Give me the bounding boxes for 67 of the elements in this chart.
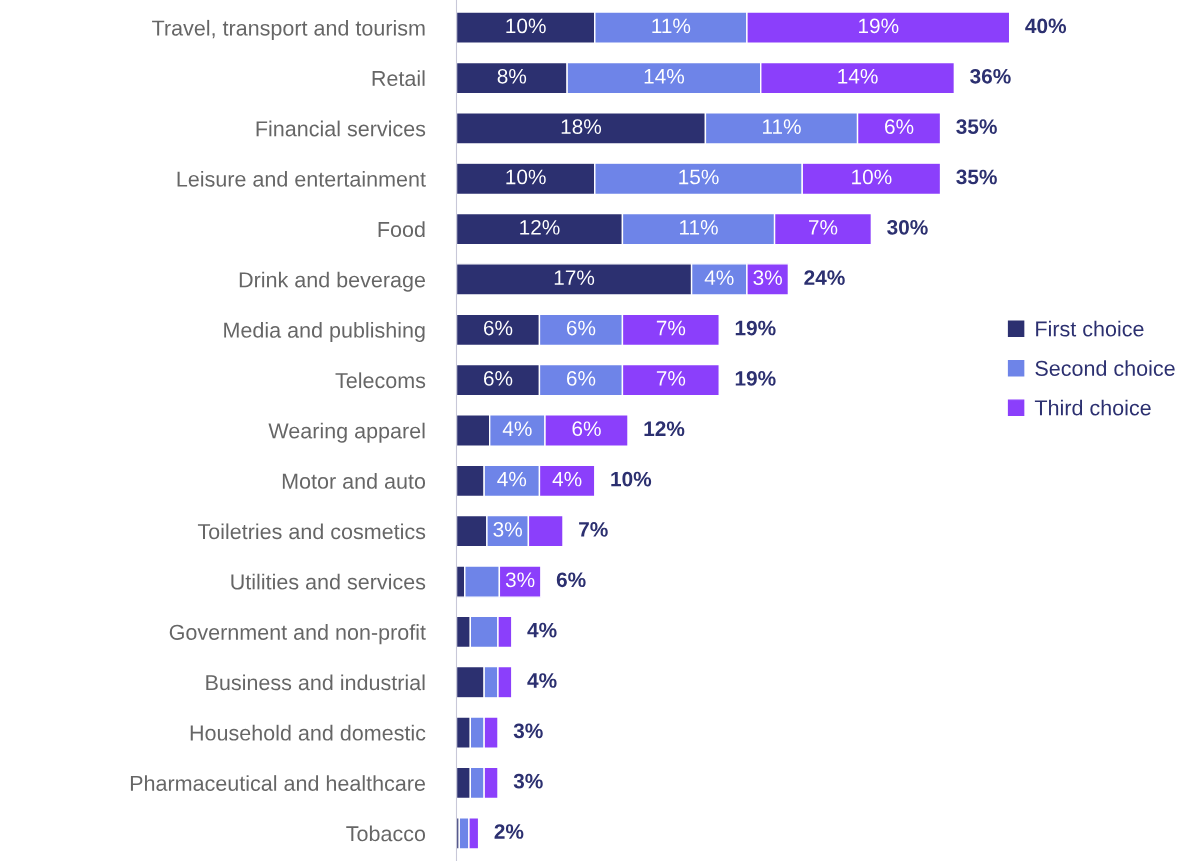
data-label: 4% <box>704 270 734 285</box>
total-label: 4% <box>527 673 557 688</box>
data-label: 10% <box>852 169 892 185</box>
total-label: 3% <box>513 723 543 739</box>
legend-label: First choice <box>1036 320 1144 337</box>
data-label: 17% <box>554 270 595 285</box>
total-label: 2% <box>494 824 524 839</box>
y-tick-label: Toiletries and cosmetics <box>197 523 426 540</box>
y-tick-label: Retail <box>372 70 425 87</box>
data-label: 7% <box>808 220 838 235</box>
y-tick-label: Drink and beverage <box>239 271 425 292</box>
legend-label: Second choice <box>1035 360 1175 377</box>
y-tick-label: Household and domestic <box>190 724 426 741</box>
y-tick-label: Government and non-profit <box>169 624 426 645</box>
y-tick-label: Pharmaceutical and healthcare <box>130 775 425 791</box>
total-label: 10% <box>611 471 652 487</box>
total-label: 35% <box>956 119 997 135</box>
data-label: 10% <box>506 169 546 185</box>
data-label: 14% <box>644 68 685 84</box>
total-label: 3% <box>513 773 543 789</box>
data-label: 7% <box>656 320 686 336</box>
total-label: 19% <box>735 370 776 386</box>
total-label: 4% <box>527 622 557 638</box>
total-label: 12% <box>644 421 685 437</box>
data-label: 4% <box>497 471 527 487</box>
data-label: 6% <box>885 119 914 134</box>
y-tick-label: Wearing apparel <box>268 422 425 443</box>
y-tick-label: Food <box>378 221 425 238</box>
y-tick-label: Tobacco <box>346 825 426 842</box>
data-label: 6% <box>566 320 596 336</box>
total-label: 24% <box>804 270 845 285</box>
total-label: 7% <box>579 522 608 537</box>
data-label: 15% <box>679 169 719 185</box>
data-label: 7% <box>656 371 686 386</box>
data-label: 14% <box>838 68 878 84</box>
y-tick-label: Telecoms <box>335 372 426 389</box>
y-tick-label: Financial services <box>256 120 426 137</box>
y-tick-label: Leisure and entertainment <box>177 170 426 187</box>
data-label: 3% <box>505 572 535 588</box>
data-label: 19% <box>859 18 899 34</box>
data-label: 11% <box>763 119 801 134</box>
data-label: 6% <box>483 370 513 386</box>
y-tick-label: Motor and auto <box>282 473 426 489</box>
total-label: 35% <box>956 169 997 185</box>
data-label: 12% <box>520 219 560 235</box>
total-label: 19% <box>735 320 776 336</box>
total-label: 30% <box>887 219 928 235</box>
data-label: 3% <box>753 270 782 286</box>
y-tick-label: Utilities and services <box>231 573 426 590</box>
data-label: 10% <box>506 18 546 34</box>
data-label: 18% <box>561 119 602 134</box>
legend-label: Third choice <box>1034 399 1151 416</box>
total-label: 6% <box>556 572 586 588</box>
y-tick-label: Travel, transport and tourism <box>152 19 425 40</box>
data-label: 6% <box>566 370 596 386</box>
data-label: 3% <box>493 522 522 537</box>
data-label: 6% <box>483 320 513 336</box>
total-label: 40% <box>1025 18 1067 34</box>
data-label: 8% <box>497 68 527 84</box>
y-tick-label: Media and publishing <box>224 322 425 343</box>
data-label: 11% <box>652 18 691 34</box>
data-label: 11% <box>680 220 718 235</box>
y-tick-label: Business and industrial <box>206 674 425 691</box>
data-label: 6% <box>572 421 601 437</box>
total-label: 36% <box>970 68 1011 84</box>
data-label: 4% <box>502 421 532 437</box>
data-label: 4% <box>552 471 582 487</box>
